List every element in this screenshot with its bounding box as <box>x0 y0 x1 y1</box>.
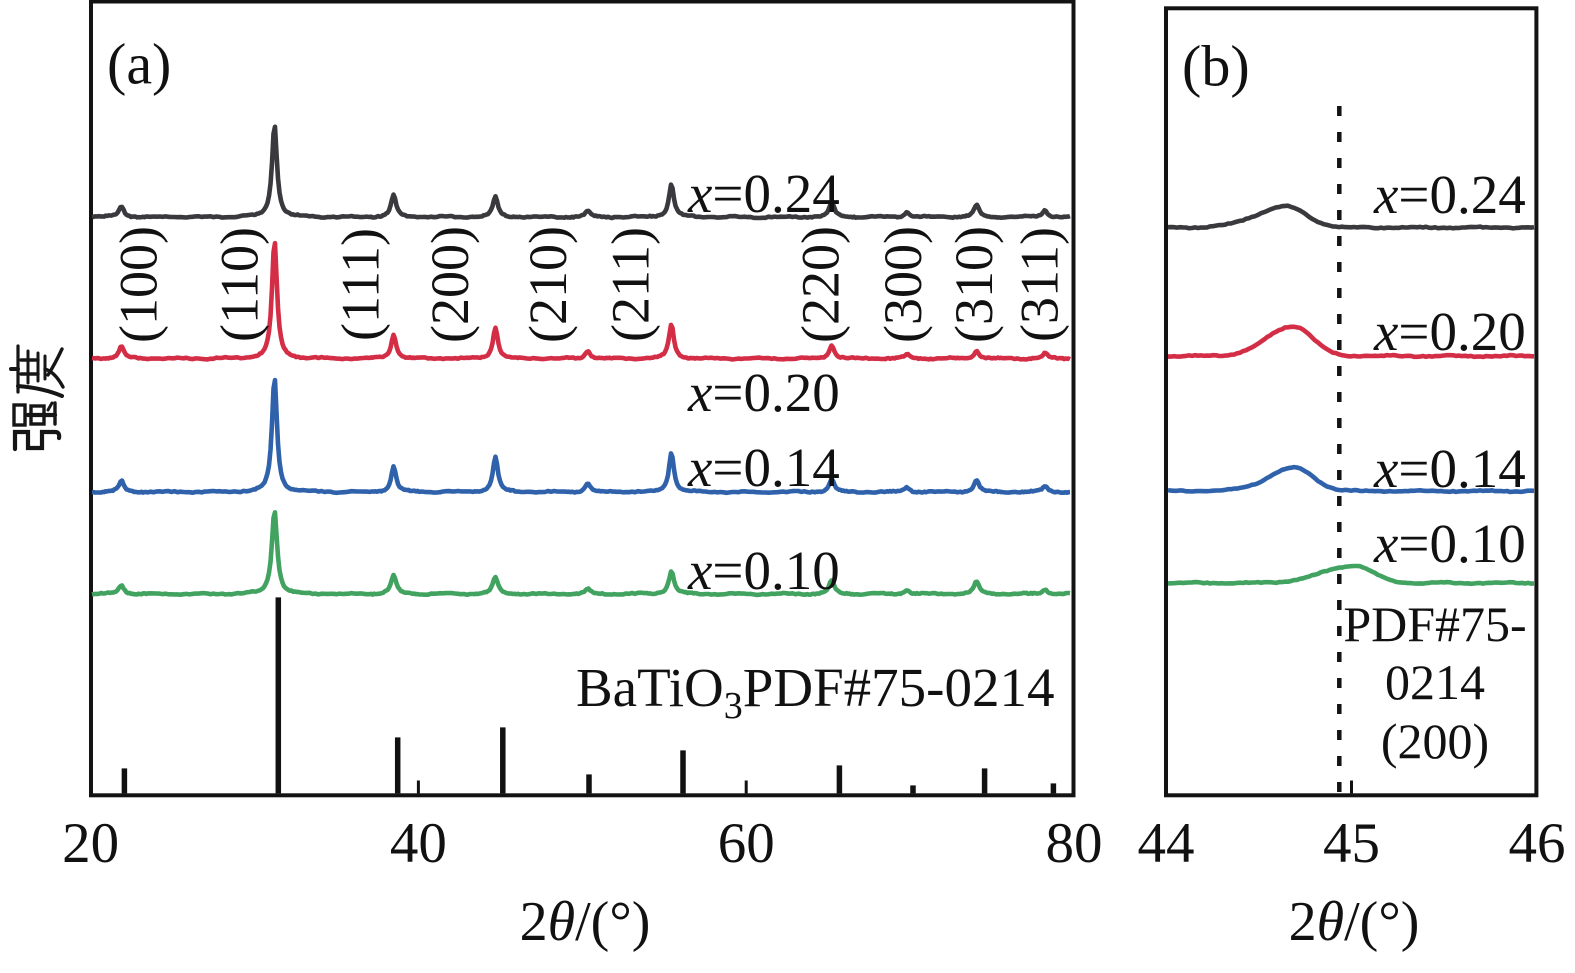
svg-text:x=0.24: x=0.24 <box>687 163 840 224</box>
svg-text:45: 45 <box>1323 812 1380 875</box>
svg-text:(220): (220) <box>791 226 851 343</box>
svg-text:(310): (310) <box>944 226 1004 343</box>
svg-text:x=0.14: x=0.14 <box>1373 438 1526 499</box>
svg-text:x=0.20: x=0.20 <box>1373 301 1526 362</box>
svg-text:x=0.10: x=0.10 <box>687 540 840 601</box>
svg-text:(200): (200) <box>1381 713 1489 769</box>
svg-text:20: 20 <box>62 812 119 875</box>
svg-text:2θ/(°): 2θ/(°) <box>520 891 651 953</box>
svg-text:2θ/(°): 2θ/(°) <box>1289 891 1420 953</box>
svg-text:40: 40 <box>390 812 447 875</box>
svg-text:0214: 0214 <box>1385 654 1485 710</box>
svg-text:(111): (111) <box>331 228 391 341</box>
svg-text:(b): (b) <box>1182 34 1250 99</box>
svg-text:(210): (210) <box>518 226 578 343</box>
svg-text:80: 80 <box>1046 812 1103 875</box>
svg-text:PDF#75-: PDF#75- <box>1343 596 1526 652</box>
svg-text:x=0.24: x=0.24 <box>1373 164 1526 225</box>
svg-text:44: 44 <box>1138 812 1195 875</box>
svg-text:x=0.20: x=0.20 <box>687 362 840 423</box>
svg-text:x=0.14: x=0.14 <box>687 437 840 498</box>
svg-text:(300): (300) <box>873 226 933 343</box>
svg-text:(311): (311) <box>1010 227 1070 342</box>
svg-text:(110): (110) <box>210 227 270 342</box>
svg-text:46: 46 <box>1509 812 1566 875</box>
svg-text:(100): (100) <box>109 226 169 343</box>
svg-text:x=0.10: x=0.10 <box>1373 513 1526 574</box>
svg-text:(200): (200) <box>420 226 480 343</box>
svg-text:60: 60 <box>718 812 775 875</box>
svg-text:(a): (a) <box>107 32 171 97</box>
svg-text:(211): (211) <box>601 227 661 342</box>
svg-text:BaTiO3PDF#75-0214: BaTiO3PDF#75-0214 <box>576 657 1054 727</box>
